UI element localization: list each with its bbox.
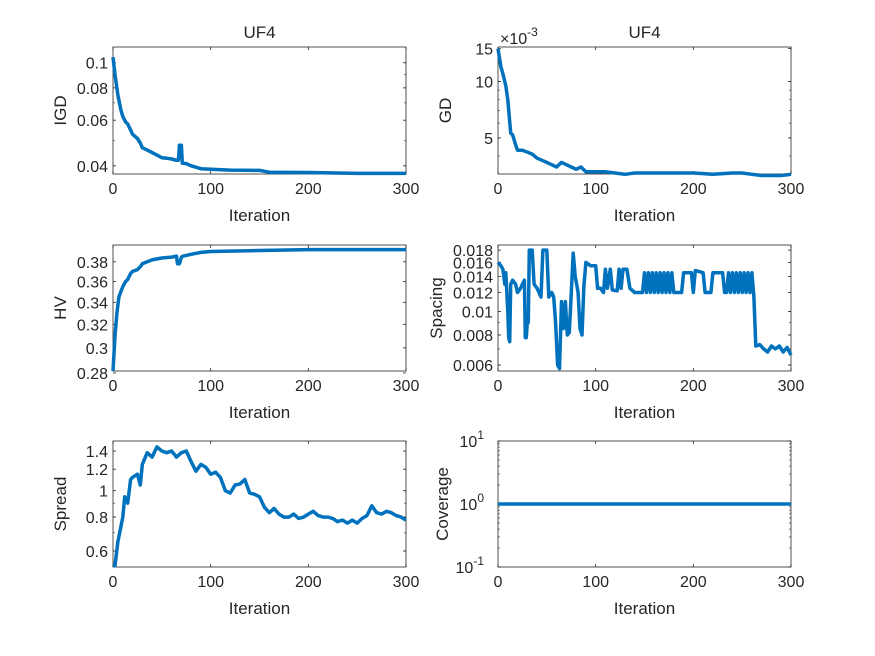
x-tick-label: 300 <box>393 574 420 591</box>
y-axis-label: GD <box>436 98 455 124</box>
y-tick-base: 10 <box>460 434 478 451</box>
y-tick-base: 10 <box>460 497 478 514</box>
y-tick-label: 0.6 <box>86 544 108 561</box>
y-tick-label: 0.016 <box>453 255 493 272</box>
y-tick-label: 0.018 <box>453 243 493 260</box>
x-tick-label: 0 <box>109 378 118 395</box>
y-tick-label: 0.32 <box>77 317 108 334</box>
y-tick-label: 15 <box>475 42 493 59</box>
x-tick-label: 100 <box>582 378 609 395</box>
y-tick-base: 10 <box>456 560 474 577</box>
subplot-hv: 0 100 200 300 0.28 0.3 0.32 0.34 0.36 0.38 Iterati… <box>51 244 420 422</box>
subplot-igd: 0 100 200 300 0.04 0.06 0.08 0.1 Iteration IGD UF4 <box>51 23 419 225</box>
y-tick-label: 0.28 <box>77 366 108 383</box>
y-tick-label: 0.01 <box>462 305 493 322</box>
y-tick-label: 10 <box>475 75 493 92</box>
subplot-gd: 0 100 200 300 5 10 15 ×10-3 Iteration GD UF4 <box>436 23 804 225</box>
y-tick-label: 0.38 <box>77 255 108 272</box>
series-line-spacing <box>496 248 793 371</box>
x-tick-label: 300 <box>393 378 420 395</box>
subplot-title: UF4 <box>628 23 660 42</box>
x-tick-label: 0 <box>494 574 503 591</box>
x-axis-label: Iteration <box>229 599 290 618</box>
series-line-igd <box>111 57 406 176</box>
y-tick-label: 0.3 <box>86 341 108 358</box>
x-tick-label: 300 <box>393 181 420 198</box>
y-multiplier-base: ×10 <box>500 31 527 48</box>
y-tick-label: 0.06 <box>77 113 108 130</box>
y-axis-label: HV <box>51 296 70 320</box>
y-tick-label: 0.1 <box>86 56 108 73</box>
x-tick-label: 0 <box>494 378 503 395</box>
y-tick-label: 0.04 <box>77 159 108 176</box>
y-tick-label: 100 <box>460 491 485 514</box>
y-axis-label: Coverage <box>433 467 452 541</box>
y-axis-label: Spread <box>51 477 70 532</box>
x-axis-label: Iteration <box>229 206 290 225</box>
x-tick-label: 100 <box>197 574 224 591</box>
y-tick-label: 5 <box>484 131 493 148</box>
y-tick-label: 0.08 <box>77 81 108 98</box>
x-tick-label: 200 <box>295 181 322 198</box>
y-tick-label: 101 <box>460 428 485 451</box>
y-tick-exponent: -1 <box>473 554 484 568</box>
series-line-gd <box>496 48 792 178</box>
x-tick-label: 200 <box>680 378 707 395</box>
x-tick-label: 100 <box>197 181 224 198</box>
y-tick-label: 0.006 <box>453 358 493 375</box>
y-tick-label: 1 <box>99 484 108 501</box>
y-axis-label: IGD <box>51 95 70 125</box>
x-tick-label: 200 <box>295 378 322 395</box>
x-tick-label: 300 <box>778 181 805 198</box>
y-tick-label: 0.8 <box>86 510 108 527</box>
x-tick-label: 100 <box>197 378 224 395</box>
series-line-spread <box>113 445 407 568</box>
y-multiplier-label: ×10-3 <box>500 25 538 48</box>
y-axis-label: Spacing <box>427 277 446 338</box>
y-tick-label: 1.4 <box>86 444 108 461</box>
axes-box <box>112 46 407 175</box>
x-axis-label: Iteration <box>614 599 675 618</box>
subplot-spacing: 0 100 200 300 0.006 0.008 0.01 0.0120.0140.0160… <box>427 243 804 422</box>
x-tick-label: 200 <box>295 574 322 591</box>
y-tick-label: 0.014 <box>453 269 493 286</box>
x-axis-label: Iteration <box>229 403 290 422</box>
x-tick-label: 300 <box>778 574 805 591</box>
y-tick-label: 0.36 <box>77 275 108 292</box>
x-tick-label: 200 <box>680 574 707 591</box>
y-tick-exponent: 1 <box>477 428 484 442</box>
x-tick-label: 100 <box>582 181 609 198</box>
y-tick-label: 0.34 <box>77 295 108 312</box>
axes-box <box>112 244 407 372</box>
x-axis-label: Iteration <box>614 206 675 225</box>
y-tick-label: 10-1 <box>456 554 485 577</box>
x-tick-label: 0 <box>109 574 118 591</box>
y-tick-label: 0.012 <box>453 286 493 303</box>
x-tick-label: 300 <box>778 378 805 395</box>
x-tick-label: 0 <box>494 181 503 198</box>
axes-box <box>497 46 792 175</box>
x-tick-label: 100 <box>582 574 609 591</box>
y-tick-label: 0.008 <box>453 328 493 345</box>
x-axis-label: Iteration <box>614 403 675 422</box>
series-line-hv <box>111 247 406 372</box>
x-tick-label: 0 <box>109 181 118 198</box>
y-tick-exponent: 0 <box>477 491 484 505</box>
axes-box <box>112 440 407 568</box>
x-tick-label: 200 <box>680 181 707 198</box>
subplot-title: UF4 <box>243 23 275 42</box>
subplot-spread: 0 100 200 300 0.6 0.8 1 1.21.4 Iteration Spread <box>51 440 420 618</box>
y-multiplier-exponent: -3 <box>527 25 538 39</box>
y-tick-label: 1.2 <box>86 462 108 479</box>
